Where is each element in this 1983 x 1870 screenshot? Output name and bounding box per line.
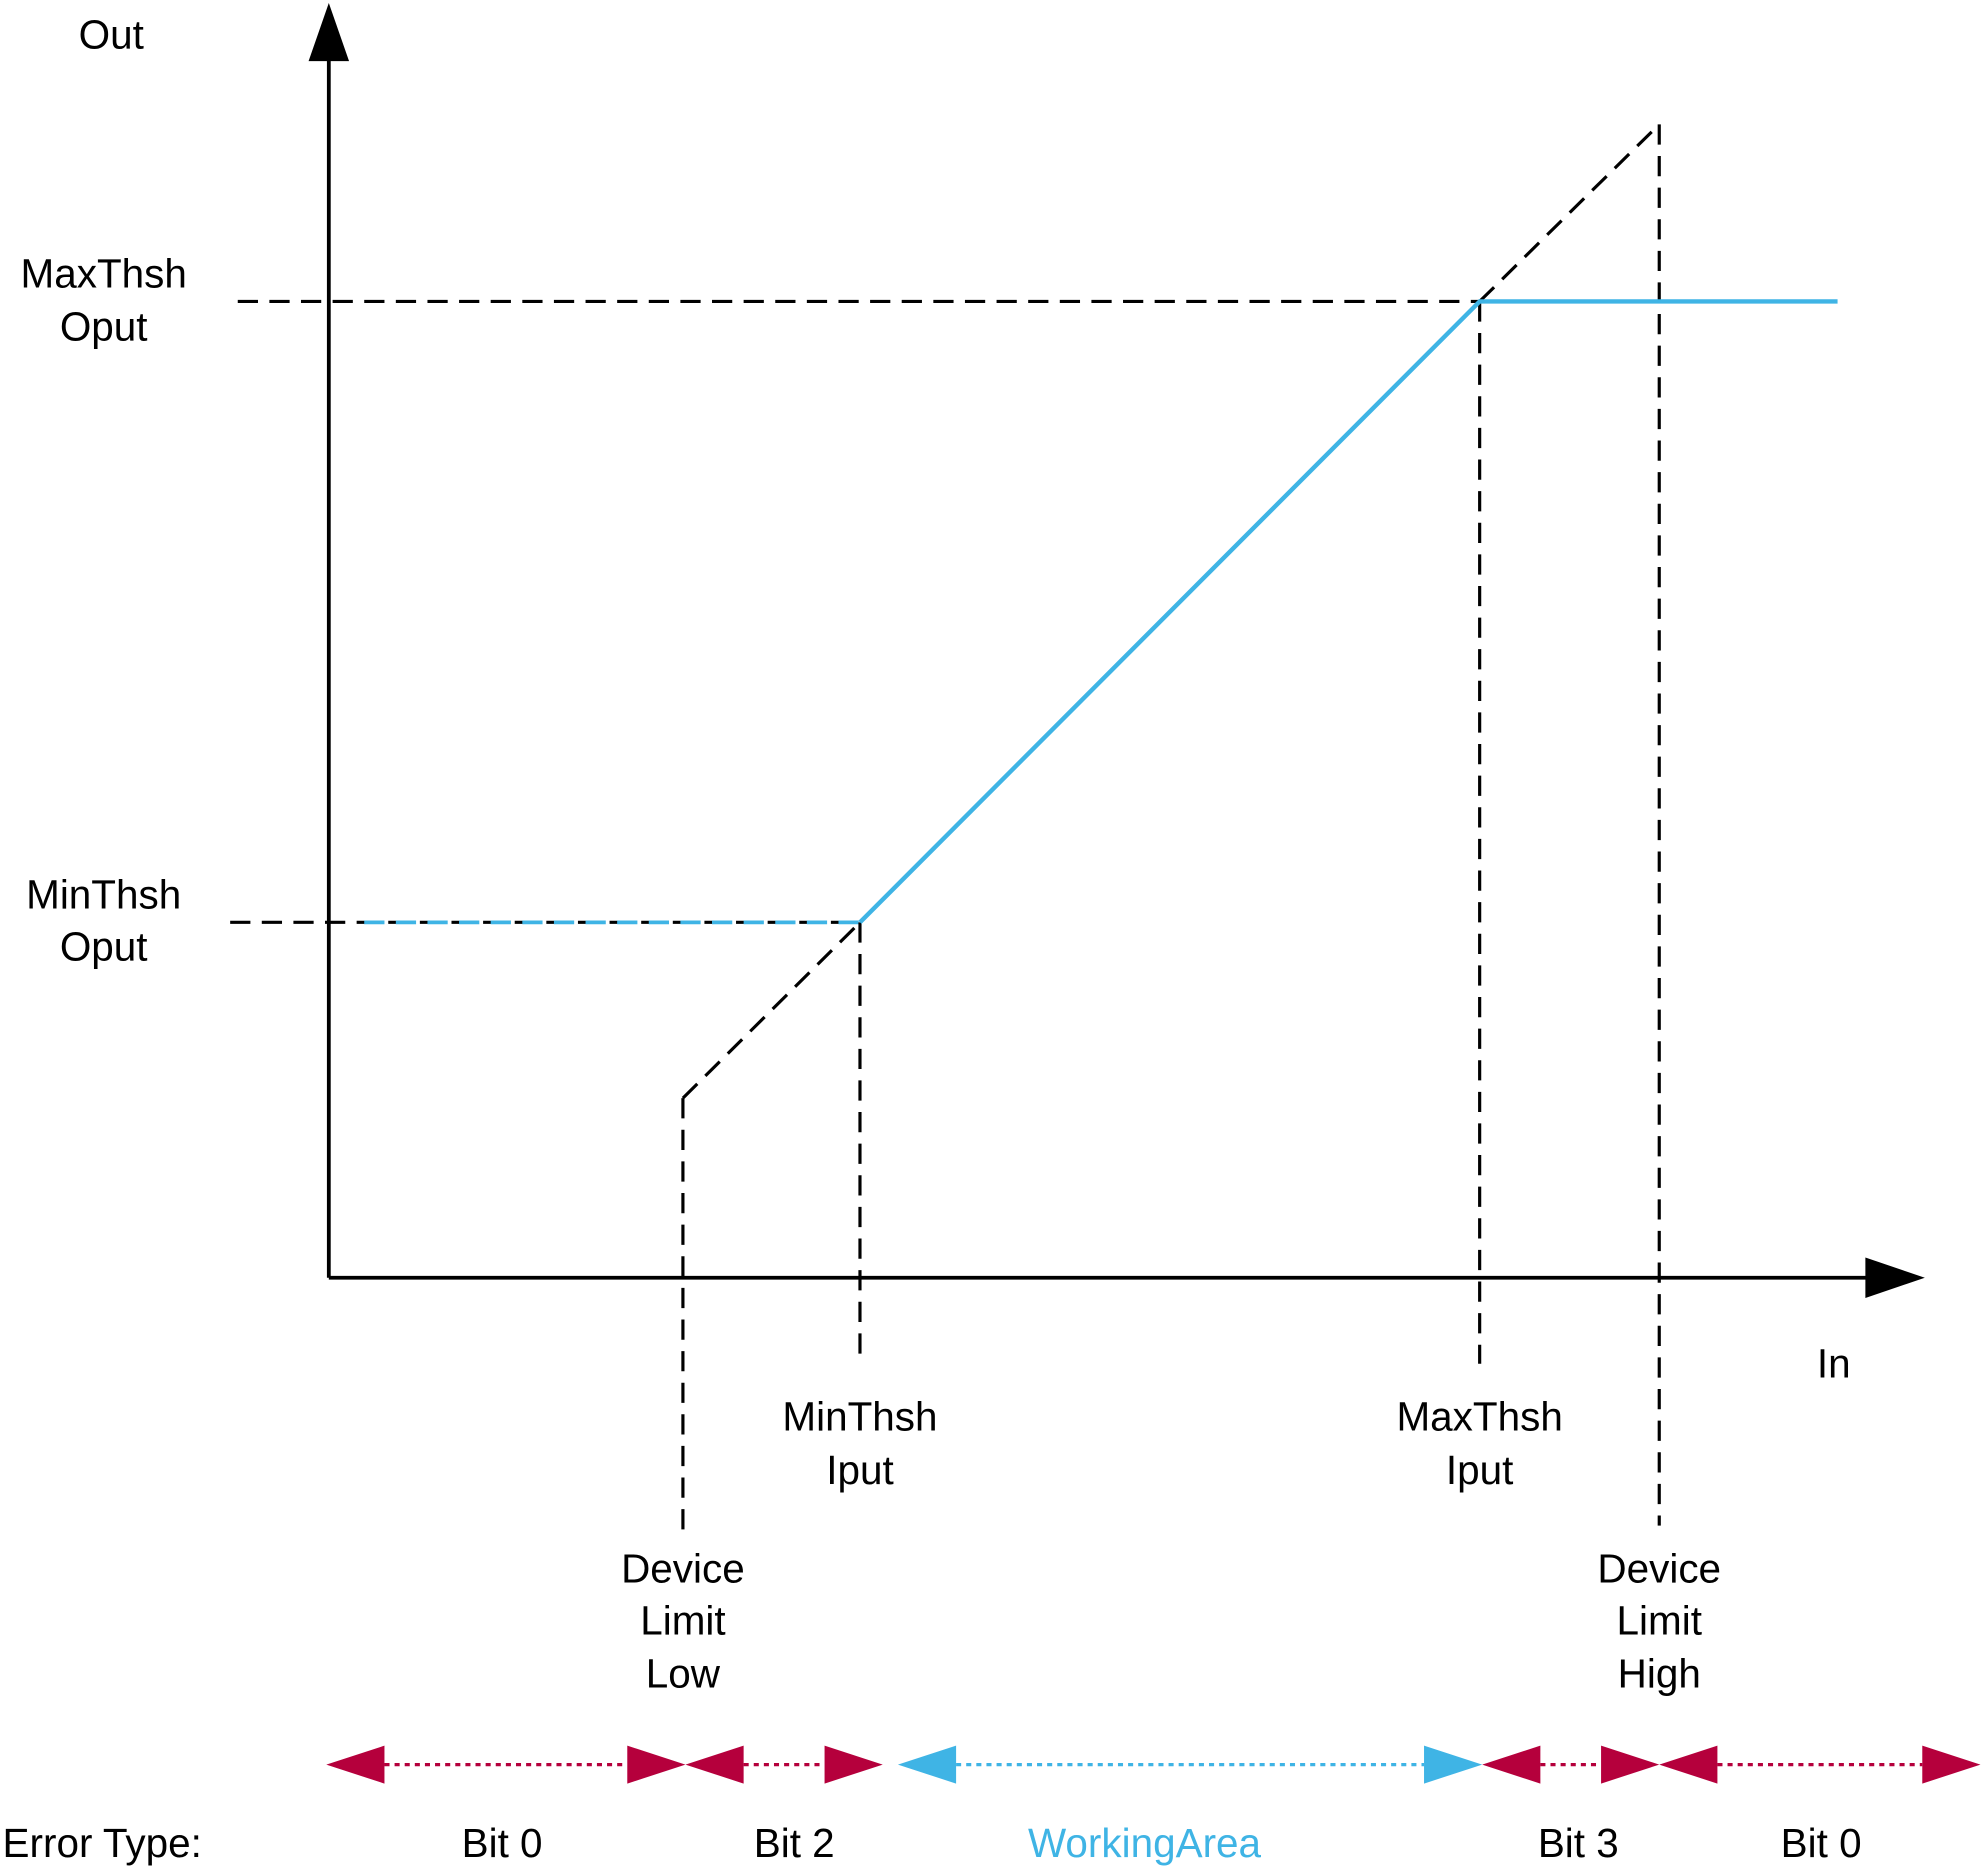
zone-label: WorkingArea bbox=[1028, 1820, 1262, 1866]
x-marker-label: Iput bbox=[826, 1447, 893, 1493]
zone-arrow bbox=[326, 1745, 686, 1784]
y-marker-label: MaxThsh bbox=[21, 250, 187, 296]
zone-label: Bit 3 bbox=[1538, 1820, 1619, 1866]
x-marker-label: MinThsh bbox=[782, 1394, 937, 1440]
zone-label: Bit 0 bbox=[1781, 1820, 1862, 1866]
y-axis-label: Out bbox=[79, 11, 144, 57]
x-marker-label: Device bbox=[621, 1546, 745, 1592]
x-marker-label: High bbox=[1618, 1650, 1701, 1696]
y-marker-label: MinThsh bbox=[26, 871, 181, 917]
x-marker-label: Iput bbox=[1446, 1447, 1513, 1493]
guide bbox=[681, 921, 862, 1100]
x-marker-label: Device bbox=[1597, 1546, 1721, 1592]
zone-arrow bbox=[897, 1745, 1483, 1784]
x-marker-label: MaxThsh bbox=[1396, 1394, 1562, 1440]
transfer-line bbox=[858, 299, 1838, 924]
y-arrow bbox=[308, 2, 350, 62]
x-arrow bbox=[1865, 1257, 1925, 1298]
zone-label: Bit 0 bbox=[462, 1820, 543, 1866]
guide bbox=[1478, 123, 1661, 303]
x-axis-label: In bbox=[1817, 1341, 1851, 1387]
error-title: Error Type: bbox=[3, 1820, 202, 1866]
zone-label: Bit 2 bbox=[754, 1820, 835, 1866]
y-marker-label: Oput bbox=[60, 923, 148, 969]
zone-arrow bbox=[1482, 1745, 1660, 1784]
zone-arrow bbox=[1659, 1745, 1981, 1784]
zone-arrow bbox=[685, 1745, 883, 1784]
y-marker-label: Oput bbox=[60, 304, 148, 350]
x-marker-label: Limit bbox=[1617, 1597, 1702, 1643]
x-marker-label: Limit bbox=[640, 1597, 725, 1643]
x-marker-label: Low bbox=[646, 1650, 721, 1696]
